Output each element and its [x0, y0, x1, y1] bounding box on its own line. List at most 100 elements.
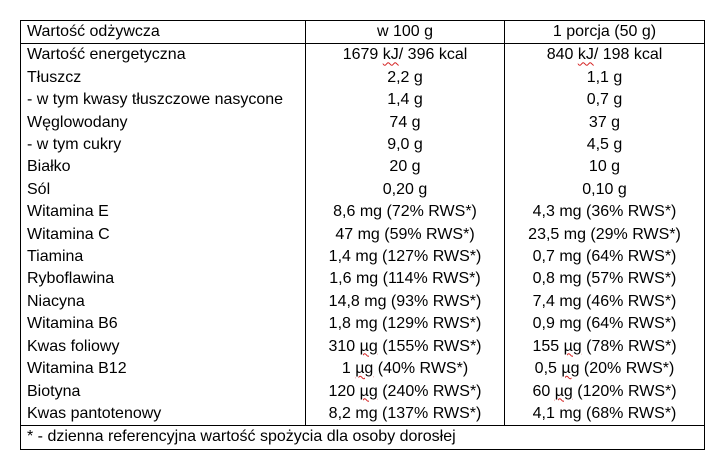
value-per-100g: 2,2 g: [305, 66, 505, 90]
unit-spellcheck-marked: µg: [554, 382, 573, 400]
table-row: Wartość energetyczna 1679 kJ/ 396 kcal 840…: [20, 43, 705, 67]
value-text: (78% RWS*): [581, 337, 677, 355]
value-per-portion: 0,7 g: [504, 89, 705, 112]
nutrient-name: Wartość energetyczna: [20, 43, 306, 67]
table-row: Witamina B12 1 µg (40% RWS*) 0,5 µg (20% R…: [20, 358, 705, 381]
value-per-100g: 8,2 mg (137% RWS*): [305, 402, 505, 427]
value-per-100g: 1 µg (40% RWS*): [305, 358, 505, 381]
nutrient-name: Sól: [20, 178, 306, 202]
value-text: (40% RWS*): [373, 360, 469, 378]
nutrient-name: Niacyna: [20, 290, 306, 314]
value-text: / 198 kcal: [593, 46, 663, 64]
nutrition-table: Wartość odżywcza w 100 g 1 porcja (50 g)…: [20, 19, 705, 450]
value-per-100g: 1679 kJ/ 396 kcal: [305, 43, 505, 67]
value-text: 310: [328, 337, 360, 355]
value-per-100g: 20 g: [305, 156, 505, 179]
value-per-100g: 1,6 mg (114% RWS*): [305, 268, 505, 291]
value-per-100g: 120 µg (240% RWS*): [305, 380, 505, 403]
table-row: Witamina C 47 mg (59% RWS*) 23,5 mg (29% R…: [20, 223, 705, 247]
value-per-portion: 7,4 mg (46% RWS*): [504, 290, 705, 314]
table-row: - w tym kwasy tłuszczowe nasycone 1,4 g 0,…: [20, 89, 705, 112]
value-per-portion: 0,8 mg (57% RWS*): [504, 268, 705, 291]
value-per-100g: 0,20 g: [305, 178, 505, 202]
unit-spellcheck-marked: kJ: [382, 46, 399, 64]
footnote: * - dzienna referencyjna wartość spożyci…: [20, 425, 705, 450]
value-text: 1679: [342, 46, 383, 64]
nutrient-name: Witamina E: [20, 201, 306, 224]
value-text: 1: [341, 360, 356, 378]
value-per-portion: 1,1 g: [504, 66, 705, 90]
value-text: (20% RWS*): [579, 360, 675, 378]
value-per-100g: 74 g: [305, 111, 505, 135]
nutrient-name: Witamina B12: [20, 358, 306, 381]
value-per-100g: 8,6 mg (72% RWS*): [305, 201, 505, 224]
table-row: Tłuszcz 2,2 g 1,1 g: [20, 66, 705, 90]
value-text: 0,5: [534, 360, 562, 378]
nutrient-name: Witamina B6: [20, 313, 306, 336]
value-per-portion: 155 µg (78% RWS*): [504, 335, 705, 359]
table-row: - w tym cukry 9,0 g 4,5 g: [20, 134, 705, 157]
value-text: (120% RWS*): [572, 382, 677, 400]
nutrient-name: Biotyna: [20, 380, 306, 403]
value-per-100g: 1,8 mg (129% RWS*): [305, 313, 505, 336]
value-per-portion: 840 kJ/ 198 kcal: [504, 43, 705, 67]
table-row: Witamina B6 1,8 mg (129% RWS*) 0,9 mg (64%…: [20, 313, 705, 336]
nutrient-name: - w tym kwasy tłuszczowe nasycone: [20, 89, 306, 112]
column-header-nutrient: Wartość odżywcza: [20, 19, 306, 45]
nutrient-name: - w tym cukry: [20, 134, 306, 157]
nutrient-name: Węglowodany: [20, 111, 306, 135]
value-text: (240% RWS*): [377, 382, 482, 400]
column-header-per-portion: 1 porcja (50 g): [504, 19, 705, 45]
value-per-portion: 0,5 µg (20% RWS*): [504, 358, 705, 381]
value-text: 155: [532, 337, 564, 355]
column-header-per-100g: w 100 g: [305, 19, 505, 45]
nutrient-name: Kwas pantotenowy: [20, 402, 306, 427]
table-row: Niacyna 14,8 mg (93% RWS*) 7,4 mg (46% RWS…: [20, 290, 705, 314]
value-per-portion: 4,5 g: [504, 134, 705, 157]
value-per-portion: 4,3 mg (36% RWS*): [504, 201, 705, 224]
unit-spellcheck-marked: µg: [355, 360, 374, 378]
value-per-100g: 14,8 mg (93% RWS*): [305, 290, 505, 314]
table-row: Węglowodany 74 g 37 g: [20, 111, 705, 135]
value-per-100g: 1,4 mg (127% RWS*): [305, 246, 505, 269]
value-per-100g: 47 mg (59% RWS*): [305, 223, 505, 247]
nutrient-name: Kwas foliowy: [20, 335, 306, 359]
table-row: Sól 0,20 g 0,10 g: [20, 178, 705, 202]
value-per-portion: 0,7 mg (64% RWS*): [504, 246, 705, 269]
value-text: 120: [328, 382, 360, 400]
value-per-100g: 9,0 g: [305, 134, 505, 157]
value-per-portion: 0,9 mg (64% RWS*): [504, 313, 705, 336]
unit-spellcheck-marked: µg: [563, 337, 582, 355]
value-text: 60: [532, 382, 555, 400]
unit-spellcheck-marked: µg: [561, 360, 580, 378]
value-per-100g: 1,4 g: [305, 89, 505, 112]
value-per-portion: 23,5 mg (29% RWS*): [504, 223, 705, 247]
nutrient-name: Białko: [20, 156, 306, 179]
value-text: / 396 kcal: [398, 46, 468, 64]
value-per-portion: 10 g: [504, 156, 705, 179]
value-per-portion: 0,10 g: [504, 178, 705, 202]
table-row: Witamina E 8,6 mg (72% RWS*) 4,3 mg (36% R…: [20, 201, 705, 224]
footnote-row: * - dzienna referencyjna wartość spożyci…: [20, 425, 705, 450]
value-text: (155% RWS*): [377, 337, 482, 355]
unit-spellcheck-marked: µg: [359, 337, 378, 355]
table-body: Wartość energetyczna 1679 kJ/ 396 kcal 840…: [20, 43, 705, 427]
table-row: Kwas foliowy 310 µg (155% RWS*) 155 µg (78…: [20, 335, 705, 359]
nutrient-name: Witamina C: [20, 223, 306, 247]
unit-spellcheck-marked: kJ: [577, 46, 594, 64]
table-row: Tiamina 1,4 mg (127% RWS*) 0,7 mg (64% RWS…: [20, 246, 705, 269]
nutrient-name: Tiamina: [20, 246, 306, 269]
table-row: Ryboflawina 1,6 mg (114% RWS*) 0,8 mg (57%…: [20, 268, 705, 291]
value-per-portion: 60 µg (120% RWS*): [504, 380, 705, 403]
value-per-portion: 37 g: [504, 111, 705, 135]
table-row: Biotyna 120 µg (240% RWS*) 60 µg (120% RWS…: [20, 380, 705, 403]
value-per-portion: 4,1 mg (68% RWS*): [504, 402, 705, 427]
nutrient-name: Tłuszcz: [20, 66, 306, 90]
value-text: 840: [546, 46, 578, 64]
unit-spellcheck-marked: µg: [359, 382, 378, 400]
table-header-row: Wartość odżywcza w 100 g 1 porcja (50 g): [20, 19, 705, 45]
value-per-100g: 310 µg (155% RWS*): [305, 335, 505, 359]
nutrient-name: Ryboflawina: [20, 268, 306, 291]
table-row: Białko 20 g 10 g: [20, 156, 705, 179]
table-row: Kwas pantotenowy 8,2 mg (137% RWS*) 4,1 mg…: [20, 402, 705, 427]
